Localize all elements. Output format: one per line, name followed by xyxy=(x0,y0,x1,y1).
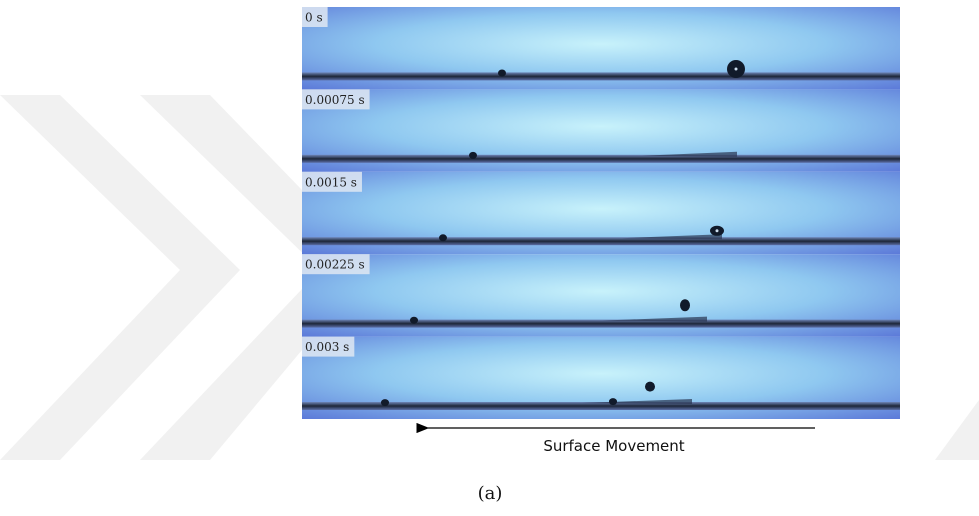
spread-film xyxy=(622,234,722,240)
watermark xyxy=(0,95,979,460)
label-background xyxy=(302,336,355,357)
label-background xyxy=(302,89,370,110)
droplet xyxy=(381,399,389,407)
arrow-label: Surface Movement xyxy=(543,437,684,455)
label-background xyxy=(302,254,370,275)
surface xyxy=(302,237,900,246)
frame: 0.0015 s xyxy=(302,171,900,255)
spread-film xyxy=(642,151,737,157)
surface xyxy=(302,319,900,328)
surface xyxy=(302,72,900,81)
frame: 0.00075 s xyxy=(302,89,900,172)
time-label: 0.003 s xyxy=(305,340,349,354)
time-label: 0.00075 s xyxy=(305,93,365,107)
image-sequence: 0 s 0.00075 s 0.0015 s 0.00225 s 0.003 s xyxy=(302,7,900,419)
time-label: 0.0015 s xyxy=(305,175,357,189)
frame: 0.003 s xyxy=(302,336,900,419)
frame: 0 s xyxy=(302,7,900,90)
time-label: 0.00225 s xyxy=(305,258,365,272)
droplet xyxy=(469,151,477,159)
time-label: 0 s xyxy=(305,11,323,25)
droplet xyxy=(645,381,655,392)
spread-film xyxy=(602,316,707,322)
frame: 0.00225 s xyxy=(302,254,900,337)
label-background xyxy=(302,171,362,192)
droplet xyxy=(680,299,690,312)
droplet-highlight xyxy=(734,67,738,71)
surface xyxy=(302,402,900,410)
label-background xyxy=(302,7,328,27)
droplet xyxy=(498,69,506,77)
droplet xyxy=(439,234,447,242)
caption: (a) xyxy=(478,483,503,504)
droplet-highlight xyxy=(715,229,719,233)
droplet xyxy=(410,316,418,324)
surface xyxy=(302,154,900,163)
droplet xyxy=(609,398,617,406)
